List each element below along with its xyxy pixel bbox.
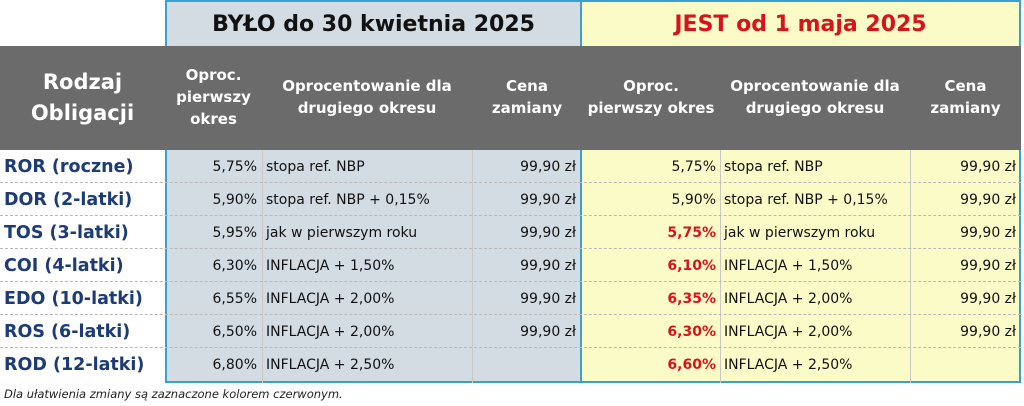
header-new-second-rate: Oprocentowanie dla drugiego okresu (720, 46, 910, 150)
bond-name: ROD (12-latki) (4, 354, 145, 375)
bond-name: DOR (2-latki) (4, 189, 133, 210)
table-row: DOR (2-latki) 5,90% stopa ref. NBP + 0,15%… (0, 183, 1024, 216)
header-old-second-rate: Oprocentowanie dla drugiego okresu (262, 46, 472, 150)
old-second-rate: INFLACJA + 1,50% (266, 257, 395, 274)
old-values-panel (165, 150, 582, 383)
old-price (472, 348, 576, 381)
new-price: 99,90 zł (960, 257, 1016, 274)
old-period-title: BYŁO do 30 kwietnia 2025 (165, 0, 582, 46)
new-price: 99,90 zł (960, 323, 1016, 340)
row-separator (0, 182, 1021, 183)
old-second-rate: jak w pierwszym roku (266, 224, 418, 241)
row-separator (0, 347, 1021, 348)
old-first-rate: 5,95% (212, 224, 257, 241)
old-second-rate: stopa ref. NBP + 0,15% (266, 191, 430, 208)
bond-name: ROR (roczne) (4, 156, 134, 177)
old-first-rate: 6,30% (212, 257, 257, 274)
header-new-price: Cena zamiany (910, 46, 1021, 150)
header-old-price: Cena zamiany (472, 46, 582, 150)
new-second-rate: stopa ref. NBP + 0,15% (724, 191, 888, 208)
old-first-rate: 6,80% (212, 356, 257, 373)
bond-name: COI (4-latki) (4, 255, 124, 276)
row-separator (0, 215, 1021, 216)
column-divider (262, 150, 263, 383)
old-second-rate: INFLACJA + 2,00% (266, 290, 395, 307)
header-bond-type: Rodzaj Obligacji (0, 46, 165, 150)
new-second-rate: INFLACJA + 2,00% (724, 323, 853, 340)
new-first-rate: 5,75% (671, 158, 716, 175)
table-row: EDO (10-latki) 6,55% INFLACJA + 2,00% 99,90… (0, 282, 1024, 315)
new-first-rate: 6,30% (667, 323, 716, 340)
new-first-rate: 6,60% (667, 356, 716, 373)
new-second-rate: INFLACJA + 2,00% (724, 290, 853, 307)
table-row: ROR (roczne) 5,75% stopa ref. NBP 99,90 zł 5… (0, 150, 1024, 183)
bond-name: ROS (6-latki) (4, 321, 131, 342)
new-price (910, 348, 1016, 381)
bond-name: TOS (3-latki) (4, 222, 129, 243)
old-first-rate: 6,55% (212, 290, 257, 307)
old-second-rate: INFLACJA + 2,50% (266, 356, 395, 373)
header-new-first-rate: Oproc. pierwszy okres (582, 46, 720, 150)
bond-name: EDO (10-latki) (4, 288, 143, 309)
column-divider (910, 150, 911, 383)
new-period-title: JEST od 1 maja 2025 (582, 0, 1021, 46)
new-second-rate: INFLACJA + 1,50% (724, 257, 853, 274)
new-values-panel (582, 150, 1021, 383)
old-second-rate: stopa ref. NBP (266, 158, 365, 175)
old-price: 99,90 zł (520, 290, 576, 307)
old-price: 99,90 zł (520, 158, 576, 175)
table-row: COI (4-latki) 6,30% INFLACJA + 1,50% 99,90 … (0, 249, 1024, 282)
old-second-rate: INFLACJA + 2,00% (266, 323, 395, 340)
old-price: 99,90 zł (520, 323, 576, 340)
new-first-rate: 5,75% (667, 224, 716, 241)
row-separator (0, 248, 1021, 249)
new-second-rate: jak w pierwszym roku (724, 224, 876, 241)
old-price: 99,90 zł (520, 257, 576, 274)
new-price: 99,90 zł (960, 158, 1016, 175)
old-price: 99,90 zł (520, 191, 576, 208)
old-price: 99,90 zł (520, 224, 576, 241)
old-first-rate: 5,90% (212, 191, 257, 208)
footnote: Dla ułatwienia zmiany są zaznaczone kolo… (4, 387, 343, 401)
new-second-rate: stopa ref. NBP (724, 158, 823, 175)
new-first-rate: 5,90% (671, 191, 716, 208)
new-first-rate: 6,10% (667, 257, 716, 274)
table-row: ROS (6-latki) 6,50% INFLACJA + 2,00% 99,90 … (0, 315, 1024, 348)
column-divider (472, 150, 473, 383)
new-price: 99,90 zł (960, 224, 1016, 241)
table-row: TOS (3-latki) 5,95% jak w pierwszym roku 99… (0, 216, 1024, 249)
column-divider (720, 150, 721, 383)
old-first-rate: 5,75% (212, 158, 257, 175)
header-old-first-rate: Oproc. pierwszy okres (165, 46, 262, 150)
new-first-rate: 6,35% (667, 290, 716, 307)
row-separator (0, 314, 1021, 315)
new-price: 99,90 zł (960, 290, 1016, 307)
new-price: 99,90 zł (960, 191, 1016, 208)
row-separator (0, 281, 1021, 282)
old-first-rate: 6,50% (212, 323, 257, 340)
new-second-rate: INFLACJA + 2,50% (724, 356, 853, 373)
table-row: ROD (12-latki) 6,80% INFLACJA + 2,50% 6,60%… (0, 348, 1024, 381)
